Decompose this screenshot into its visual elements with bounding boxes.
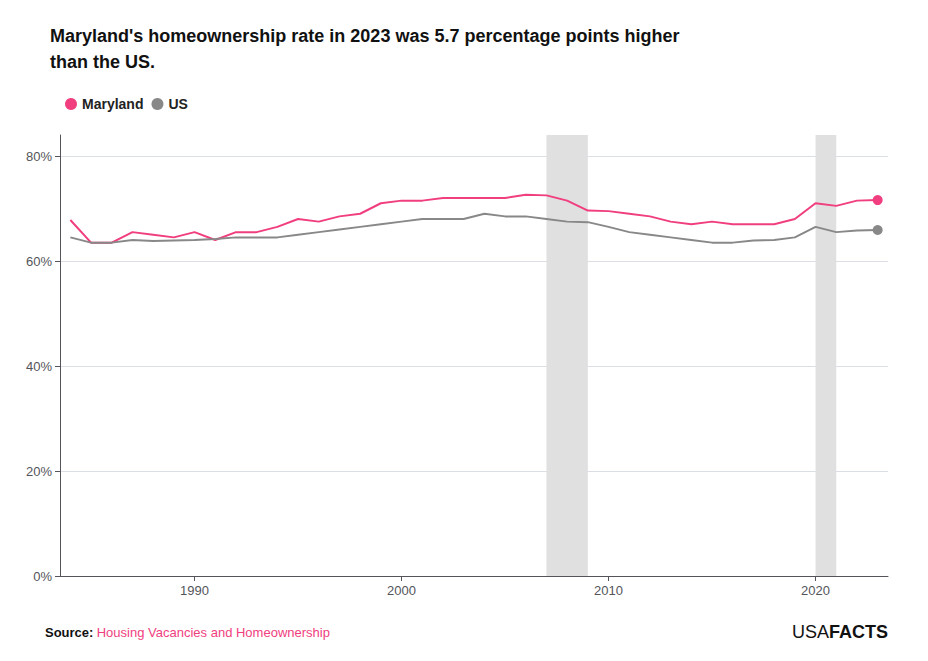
svg-text:1990: 1990 [180, 583, 209, 598]
svg-text:80%: 80% [26, 149, 52, 164]
svg-text:60%: 60% [26, 254, 52, 269]
svg-text:0%: 0% [33, 569, 52, 584]
svg-text:Great Recession: Great Recession [530, 489, 542, 571]
svg-text:USA: USA [792, 622, 829, 642]
svg-text:US: US [168, 96, 187, 112]
svg-text:40%: 40% [26, 359, 52, 374]
svg-text:FACTS: FACTS [829, 622, 888, 642]
svg-text:than the US.: than the US. [50, 52, 155, 72]
svg-text:20%: 20% [26, 464, 52, 479]
svg-text:2000: 2000 [387, 583, 416, 598]
svg-text:COVID-19 pandemic: COVID-19 pandemic [799, 469, 811, 571]
svg-text:2020: 2020 [801, 583, 830, 598]
svg-text:Maryland's homeownership rate: Maryland's homeownership rate in 2023 wa… [50, 26, 679, 46]
svg-text:Housing Vacancies and Homeowne: Housing Vacancies and Homeownership [97, 625, 330, 640]
svg-text:Maryland: Maryland [82, 96, 143, 112]
svg-text:2010: 2010 [594, 583, 623, 598]
svg-text:Source:: Source: [45, 625, 93, 640]
